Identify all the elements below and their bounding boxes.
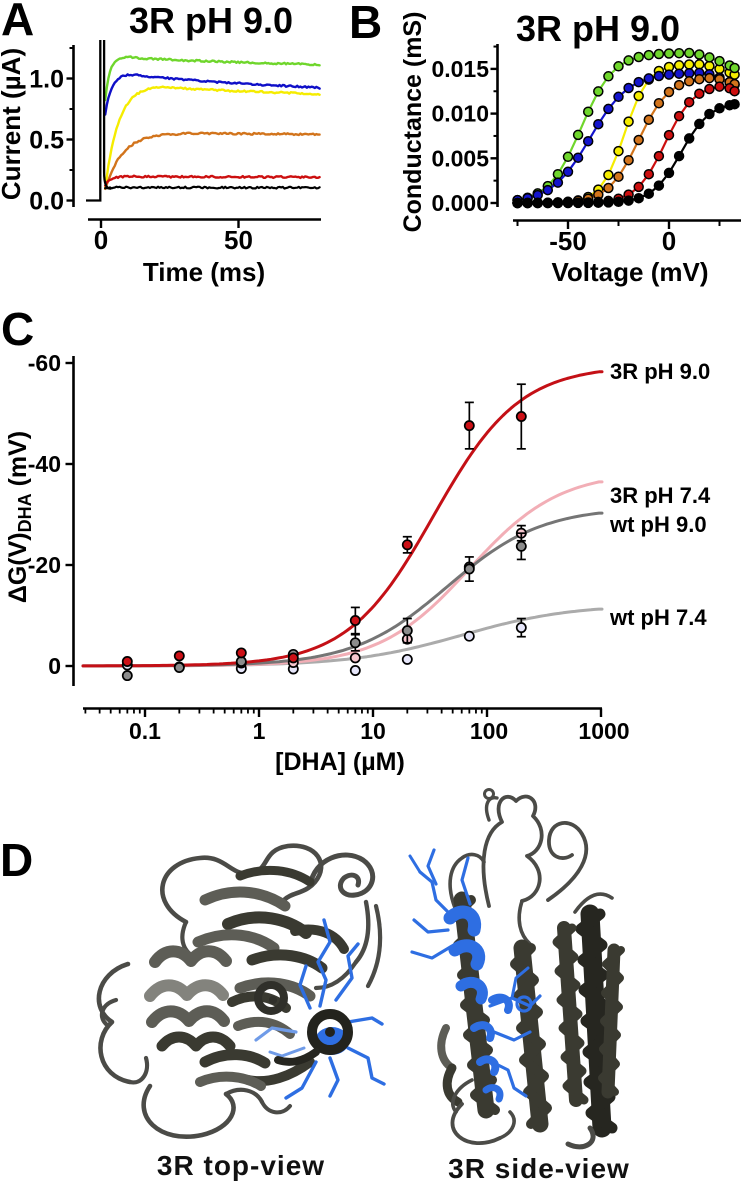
svg-text:0.000: 0.000 — [431, 190, 489, 216]
svg-text:Conductance (mS): Conductance (mS) — [399, 12, 427, 233]
svg-text:3R side-view: 3R side-view — [448, 1153, 630, 1184]
svg-text:-40: -40 — [28, 451, 61, 477]
svg-text:3R top-view: 3R top-view — [157, 1150, 325, 1181]
svg-text:0.1: 0.1 — [129, 718, 161, 744]
svg-text:Voltage (mV): Voltage (mV) — [552, 257, 709, 287]
svg-text:0: 0 — [662, 226, 676, 256]
svg-text:C: C — [1, 303, 34, 355]
svg-text:3R pH 9.0: 3R pH 9.0 — [610, 359, 710, 384]
svg-text:100: 100 — [470, 718, 508, 744]
svg-text:1000: 1000 — [578, 718, 629, 744]
svg-text:0.005: 0.005 — [431, 145, 489, 171]
svg-text:wt pH 7.4: wt pH 7.4 — [609, 605, 707, 630]
svg-text:0.010: 0.010 — [431, 101, 489, 127]
svg-text:50: 50 — [224, 225, 253, 255]
svg-text:0.015: 0.015 — [431, 56, 489, 82]
svg-text:3R pH 9.0: 3R pH 9.0 — [129, 0, 293, 41]
svg-text:3R pH 9.0: 3R pH 9.0 — [516, 8, 680, 49]
svg-text:1: 1 — [253, 718, 266, 744]
svg-text:0: 0 — [94, 225, 108, 255]
svg-text:[DHA] (µM): [DHA] (µM) — [275, 748, 405, 776]
svg-text:-20: -20 — [28, 552, 61, 578]
svg-text:D: D — [0, 834, 33, 886]
svg-text:B: B — [349, 0, 382, 48]
svg-text:0.0: 0.0 — [29, 188, 64, 216]
svg-text:A: A — [1, 0, 34, 45]
svg-text:wt pH 9.0: wt pH 9.0 — [609, 512, 707, 537]
svg-text:-50: -50 — [549, 226, 587, 256]
svg-text:0: 0 — [48, 653, 61, 679]
svg-text:1.0: 1.0 — [29, 66, 64, 94]
svg-text:10: 10 — [360, 718, 386, 744]
svg-text:3R pH 7.4: 3R pH 7.4 — [610, 483, 711, 508]
svg-text:-60: -60 — [28, 350, 61, 376]
svg-text:0.5: 0.5 — [29, 127, 64, 155]
svg-text:Time (ms): Time (ms) — [143, 257, 265, 287]
svg-text:Current (µA): Current (µA) — [0, 48, 26, 200]
